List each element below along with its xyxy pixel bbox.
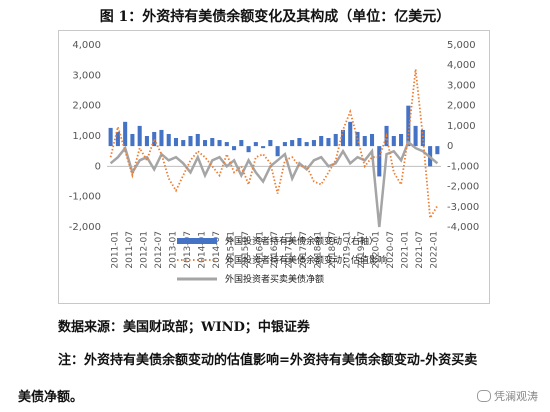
holdings-change-bar xyxy=(304,142,309,147)
x-tick-label: 2013-07 xyxy=(183,231,193,269)
holdings-change-bar xyxy=(159,129,164,147)
note-text-line2: 美债净额。 xyxy=(18,390,84,405)
holdings-change-bar xyxy=(202,140,208,147)
x-tick-label: 2020-01 xyxy=(372,231,382,269)
holdings-change-bar xyxy=(420,129,425,147)
right-tick-label: 3,000 xyxy=(447,80,476,91)
holdings-change-bar xyxy=(362,136,367,147)
holdings-change-bar xyxy=(152,131,157,147)
holdings-change-bar xyxy=(261,146,266,149)
x-tick-label: 2015-07 xyxy=(241,231,251,269)
x-tick-label: 2018-07 xyxy=(328,231,338,269)
chart-area: 4,000 3,000 2,000 1,000 0 -1,000 -2,000 5,000 4,… xyxy=(58,30,490,304)
holdings-change-bar xyxy=(188,136,193,147)
holdings-change-bar xyxy=(282,142,287,147)
x-tick-label: 2021-07 xyxy=(415,231,425,269)
holdings-change-bar xyxy=(348,121,353,147)
holdings-change-bar xyxy=(130,133,135,147)
legend-label: 外国投资者持有美债余额变动：估值影响 xyxy=(225,254,387,266)
holdings-change-bar xyxy=(137,125,142,147)
holdings-change-bar xyxy=(340,129,346,147)
legend-swatch-bar xyxy=(177,238,217,244)
x-tick-label: 2017-01 xyxy=(285,231,295,269)
right-tick-label: -2,000 xyxy=(447,182,479,193)
left-tick-label: -2,000 xyxy=(69,222,101,233)
holdings-change-bar xyxy=(166,133,171,147)
x-tick-label: 2012-01 xyxy=(139,231,149,269)
left-tick-label: 3,000 xyxy=(72,70,101,81)
holdings-change-bar xyxy=(232,146,237,151)
note-text-line1: 注：外资持有美债余额变动的估值影响=外资持有美债余额变动-外资买卖 xyxy=(58,353,478,368)
holdings-change-bar xyxy=(435,146,440,155)
legend-label: 外国投资者买卖美债净额 xyxy=(225,273,324,285)
wechat-icon xyxy=(477,390,491,402)
chart-svg: 4,000 3,000 2,000 1,000 0 -1,000 -2,000 5,000 4,… xyxy=(69,40,480,285)
right-tick-label: 0 xyxy=(447,141,453,152)
holdings-change-bar xyxy=(268,140,273,147)
holdings-change-bar xyxy=(391,136,396,147)
x-tick-label: 2012-07 xyxy=(154,231,164,269)
x-tick-label: 2015-01 xyxy=(226,231,236,269)
holdings-change-bar xyxy=(326,138,331,147)
legend-label: 外国投资者持有美债余额变动（右轴） xyxy=(225,235,378,247)
holdings-change-bar xyxy=(115,131,120,147)
x-tick-label: 2018-01 xyxy=(314,231,324,269)
holdings-change-bar xyxy=(181,140,186,147)
holdings-change-bar xyxy=(123,121,128,147)
holdings-change-bar xyxy=(224,142,229,147)
holdings-change-bar xyxy=(210,138,215,147)
holdings-change-bar xyxy=(399,133,404,147)
left-tick-label: 1,000 xyxy=(72,131,101,142)
holdings-change-bar xyxy=(311,140,316,147)
holdings-change-bar xyxy=(253,142,258,147)
watermark: 凭澜观涛 xyxy=(477,388,538,404)
x-tick-label: 2016-07 xyxy=(270,231,280,269)
right-tick-label: 5,000 xyxy=(447,40,476,51)
holdings-change-bar xyxy=(239,140,244,147)
right-tick-label: -1,000 xyxy=(447,161,479,172)
holdings-change-bar xyxy=(217,140,222,147)
left-tick-label: 0 xyxy=(95,161,101,172)
holdings-change-bar xyxy=(195,133,200,147)
holdings-change-bar xyxy=(406,105,411,147)
holdings-change-bar xyxy=(413,125,418,147)
holdings-change-bar xyxy=(333,133,338,147)
holdings-change-bar xyxy=(369,133,375,147)
valuation-line xyxy=(109,69,439,221)
x-tick-label: 2013-01 xyxy=(168,231,178,269)
holdings-change-bar xyxy=(108,127,113,147)
right-tick-label: 1,000 xyxy=(447,121,476,132)
right-tick-label: -4,000 xyxy=(447,222,479,233)
x-tick-label: 2014-01 xyxy=(197,231,207,269)
x-tick-label: 2016-01 xyxy=(255,231,265,269)
right-tick-label: 4,000 xyxy=(447,60,476,71)
source-text: 数据来源：美国财政部；WIND；中银证券 xyxy=(58,320,310,335)
holdings-change-bar xyxy=(275,146,280,157)
x-tick-label: 2020-07 xyxy=(386,231,396,269)
x-tick-label: 2014-07 xyxy=(212,231,222,269)
holdings-change-bar xyxy=(297,138,302,147)
holdings-change-bar xyxy=(173,138,179,147)
x-tick-label: 2022-01 xyxy=(430,231,440,269)
holdings-change-bar xyxy=(290,140,295,147)
holdings-change-bar xyxy=(144,136,149,147)
right-tick-label: 2,000 xyxy=(447,101,476,112)
x-tick-label: 2011-01 xyxy=(110,231,120,269)
x-tick-label: 2019-01 xyxy=(343,231,353,269)
holdings-change-bar xyxy=(319,136,324,147)
holdings-change-bar xyxy=(246,146,251,153)
net-purchases-line xyxy=(109,140,439,228)
left-tick-label: -1,000 xyxy=(69,192,101,203)
x-tick-label: 2021-01 xyxy=(401,231,411,269)
left-tick-label: 4,000 xyxy=(72,40,101,51)
watermark-text: 凭澜观涛 xyxy=(494,390,538,403)
holdings-change-bar xyxy=(377,146,382,177)
figure-title: 图 1：外资持有美债余额变化及其构成（单位：亿美元） xyxy=(99,9,451,25)
left-tick-label: 2,000 xyxy=(72,101,101,112)
right-tick-label: -3,000 xyxy=(447,202,479,213)
x-tick-label: 2011-07 xyxy=(125,231,135,269)
x-tick-label: 2019-07 xyxy=(357,231,367,269)
x-tick-label: 2017-07 xyxy=(299,231,309,269)
